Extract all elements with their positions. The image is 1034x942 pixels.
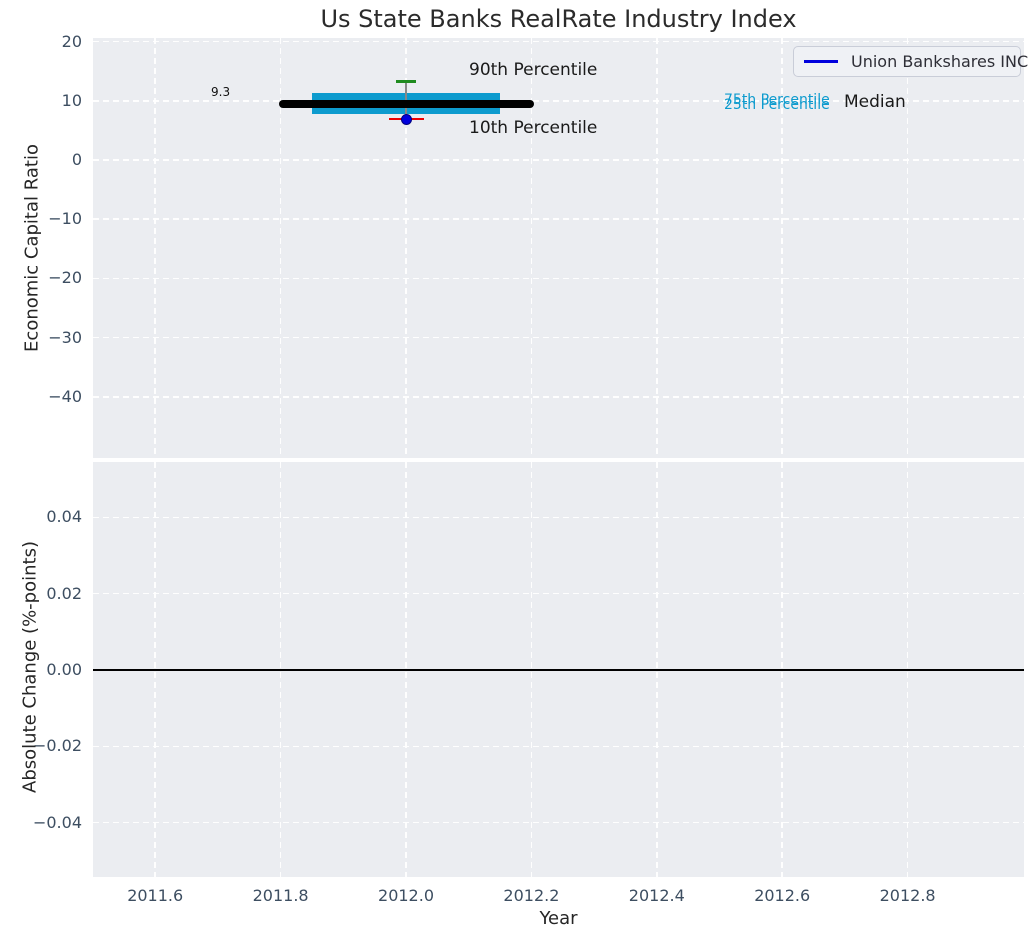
annotation-median: Median [844, 92, 906, 112]
x-tick-label: 2012.2 [503, 886, 560, 905]
legend: Union Bankshares INC [793, 46, 1028, 77]
chart-title: Us State Banks RealRate Industry Index [320, 5, 797, 33]
x-tick-label: 2012.0 [378, 886, 434, 905]
x-tick-label: 2012.8 [879, 886, 936, 905]
company-data-point [400, 114, 412, 126]
legend-line-sample [804, 60, 838, 63]
y-tick-label: −0.02 [32, 736, 82, 756]
gridline-horizontal [93, 821, 1024, 824]
annotation-10th-percentile: 10th Percentile [469, 118, 598, 138]
x-tick-label: 2011.6 [127, 886, 184, 905]
gridline-horizontal [93, 745, 1024, 748]
y-tick-label: 20 [61, 31, 82, 51]
gridline-vertical [154, 38, 156, 458]
y-tick-label: 0 [71, 150, 82, 169]
y-axis-label-bottom: Absolute Change (%-points) [19, 541, 41, 793]
y-tick-label: −20 [48, 268, 82, 288]
zero-line [93, 669, 1024, 671]
x-tick-label: 2012.4 [628, 886, 685, 905]
y-tick-label: 0.04 [46, 507, 82, 527]
p90-whisker-cap [396, 79, 416, 83]
x-tick-label: 2012.6 [754, 886, 811, 905]
whisker-line [405, 81, 407, 120]
annotation-median-value: 9.3 [211, 85, 231, 99]
legend-label: Union Bankshares INC [851, 52, 1029, 71]
gridline-vertical [405, 38, 407, 458]
y-tick-label: 0.00 [46, 660, 82, 679]
y-tick-label: 10 [61, 90, 82, 110]
annotation-90th-percentile: 90th Percentile [469, 60, 598, 80]
gridline-horizontal [93, 592, 1024, 595]
annotation-75th-percentile: 75th Percentile [724, 92, 830, 108]
top-plot-area [93, 38, 1024, 458]
gridline-horizontal [93, 336, 1024, 339]
y-tick-label: −0.04 [32, 812, 82, 832]
y-axis-label-top: Economic Capital Ratio [21, 144, 43, 352]
gridline-horizontal [93, 277, 1024, 280]
y-tick-label: −10 [48, 209, 82, 229]
gridline-vertical [781, 38, 783, 458]
gridline-horizontal [93, 159, 1024, 161]
gridline-vertical [656, 38, 658, 458]
y-tick-label: −30 [48, 327, 82, 347]
gridline-vertical [530, 38, 533, 458]
gridline-horizontal [93, 40, 1024, 43]
annotation-25th-percentile: 25th Percentile [724, 97, 830, 113]
gridline-horizontal [93, 218, 1024, 220]
gridline-horizontal [93, 100, 1024, 102]
y-tick-label: −40 [48, 386, 82, 406]
x-tick-label: 2011.8 [252, 886, 309, 905]
gridline-horizontal [93, 516, 1024, 519]
median-line [278, 100, 534, 109]
gridline-vertical [279, 38, 282, 458]
gridline-horizontal [93, 396, 1024, 398]
gridline-vertical [906, 38, 909, 458]
x-axis-label: Year [539, 908, 578, 929]
y-tick-label: 0.02 [46, 583, 82, 603]
